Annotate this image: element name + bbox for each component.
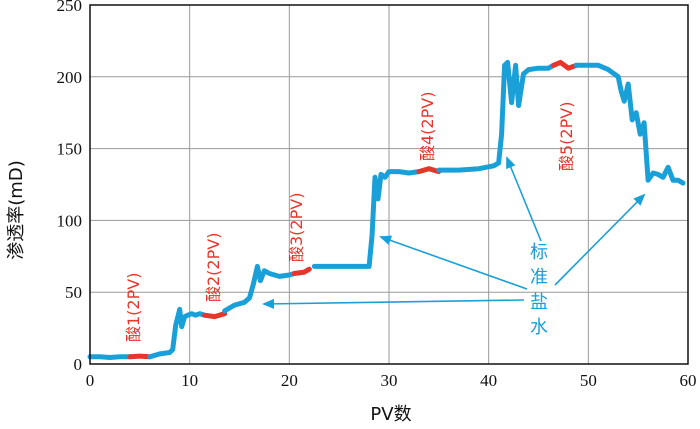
plot-frame [89, 4, 689, 365]
acid-labels: 酸1(2PV) 酸2(2PV) 酸3(2PV) 酸4(2PV) 酸5(2PV) [124, 92, 576, 342]
x-axis-title: PV数 [370, 404, 411, 425]
y-axis-ticks: 0 50 100 150 200 250 [57, 0, 83, 374]
x-tick-label-6: 60 [680, 371, 697, 390]
x-tick-label-1: 10 [181, 371, 198, 390]
x-tick-label-5: 50 [580, 371, 597, 390]
acid-label-2: 酸2(2PV) [204, 233, 223, 302]
y-tick-label-4: 200 [57, 68, 83, 87]
brine-annotation: 标 准 盐 水 [530, 242, 548, 338]
acid-label-3: 酸3(2PV) [287, 193, 306, 262]
brine-label-char-1: 标 [530, 242, 548, 263]
brine-segment-4 [222, 263, 297, 314]
brine-segment-0 [87, 354, 133, 360]
x-axis-ticks: 0 10 20 30 40 50 60 [86, 371, 697, 390]
arrow-to-step-4 [506, 156, 542, 242]
arrow-to-step-3 [379, 235, 528, 290]
annotation-arrows [262, 156, 646, 309]
x-tick-label-2: 20 [281, 371, 298, 390]
acid-label-4: 酸4(2PV) [418, 92, 437, 161]
acid-segment-9 [551, 59, 579, 71]
y-tick-label-0: 0 [74, 355, 83, 374]
y-tick-label-2: 100 [57, 211, 83, 230]
y-tick-label-3: 150 [57, 140, 83, 159]
arrow-to-step-2 [262, 298, 525, 309]
acid-segment-7 [416, 166, 442, 175]
brine-label-char-4: 水 [530, 317, 548, 338]
data-series [87, 59, 686, 360]
x-tick-label-0: 0 [86, 371, 95, 390]
acid-segment-1 [127, 353, 153, 360]
brine-label-char-2: 准 [530, 267, 548, 288]
x-tick-label-3: 30 [381, 371, 398, 390]
brine-segment-2 [147, 306, 208, 360]
acid-label-1: 酸1(2PV) [124, 273, 143, 342]
brine-segment-10 [573, 62, 686, 186]
y-tick-label-1: 50 [65, 283, 82, 302]
arrow-to-tail [554, 193, 646, 286]
y-tick-label-5: 250 [57, 0, 83, 15]
brine-segment-8 [436, 59, 556, 173]
acid-label-5: 酸5(2PV) [557, 102, 576, 171]
grid-lines [90, 5, 688, 364]
acid-segment-3 [202, 311, 228, 320]
acid-segment-5 [291, 266, 312, 276]
brine-label-char-3: 盐 [530, 292, 548, 313]
y-axis-title: 渗透率(mD) [6, 160, 27, 259]
brine-segment-6 [311, 169, 422, 269]
x-tick-label-4: 40 [480, 371, 497, 390]
